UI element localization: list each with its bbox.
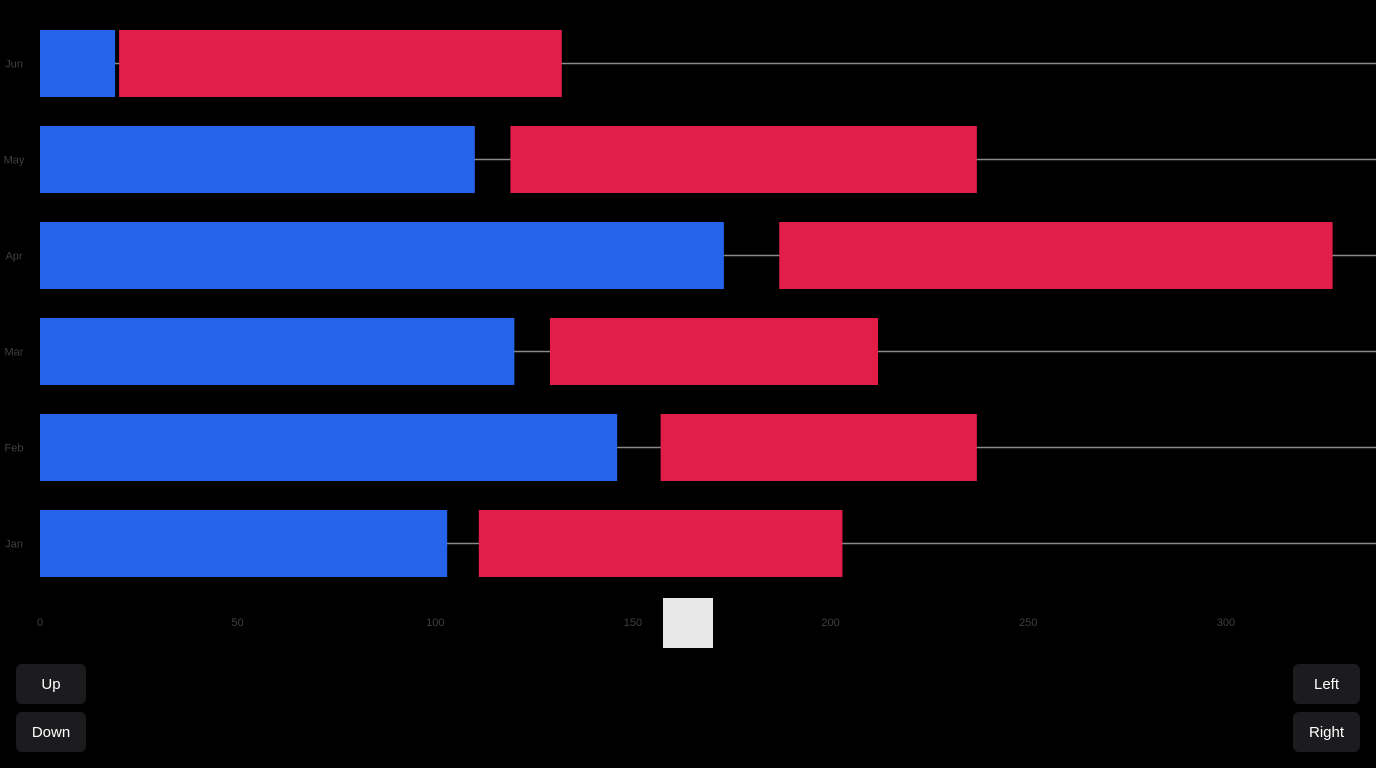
category-label-may: May <box>4 155 25 167</box>
chart-rows: Jan Feb Mar Apr May Jun <box>4 30 1376 577</box>
up-button[interactable]: Up <box>16 664 86 704</box>
x-tick-label-100: 100 <box>426 617 444 629</box>
category-label-apr: Apr <box>5 251 22 263</box>
x-tick-label-200: 200 <box>821 617 839 629</box>
bar-series2-mar <box>549 318 879 385</box>
right-button[interactable]: Right <box>1293 712 1360 752</box>
bar-series2-feb <box>660 414 977 481</box>
bar-series1-apr <box>40 222 724 289</box>
bar-series2-jun <box>119 30 562 97</box>
bar-series1-jan <box>40 510 448 577</box>
category-label-jan: Jan <box>5 539 23 551</box>
bar-series1-feb <box>40 414 618 481</box>
left-button[interactable]: Left <box>1293 664 1360 704</box>
bar-series2-apr <box>779 222 1333 289</box>
x-tick-label-0: 0 <box>37 617 43 629</box>
category-label-jun: Jun <box>5 59 23 71</box>
category-label-mar: Mar <box>5 347 24 359</box>
bar-series1-mar <box>40 318 515 385</box>
x-tick-label-300: 300 <box>1217 617 1235 629</box>
bar-series2-may <box>510 126 977 193</box>
x-tick-label-50: 50 <box>232 617 244 629</box>
x-tick-label-250: 250 <box>1019 617 1037 629</box>
category-label-feb: Feb <box>5 443 24 455</box>
drag-handle[interactable] <box>663 598 713 648</box>
x-axis: 0 50 100 150 200 250 300 <box>37 617 1235 629</box>
bar-series2-jan <box>478 510 843 577</box>
x-tick-label-150: 150 <box>624 617 642 629</box>
bar-series1-may <box>40 126 475 193</box>
stacked-bar-chart: Jan Feb Mar Apr May Jun 0 50 100 150 200 250 300 <box>4 30 1376 629</box>
bar-series1-jun <box>40 30 116 97</box>
down-button[interactable]: Down <box>16 712 86 752</box>
